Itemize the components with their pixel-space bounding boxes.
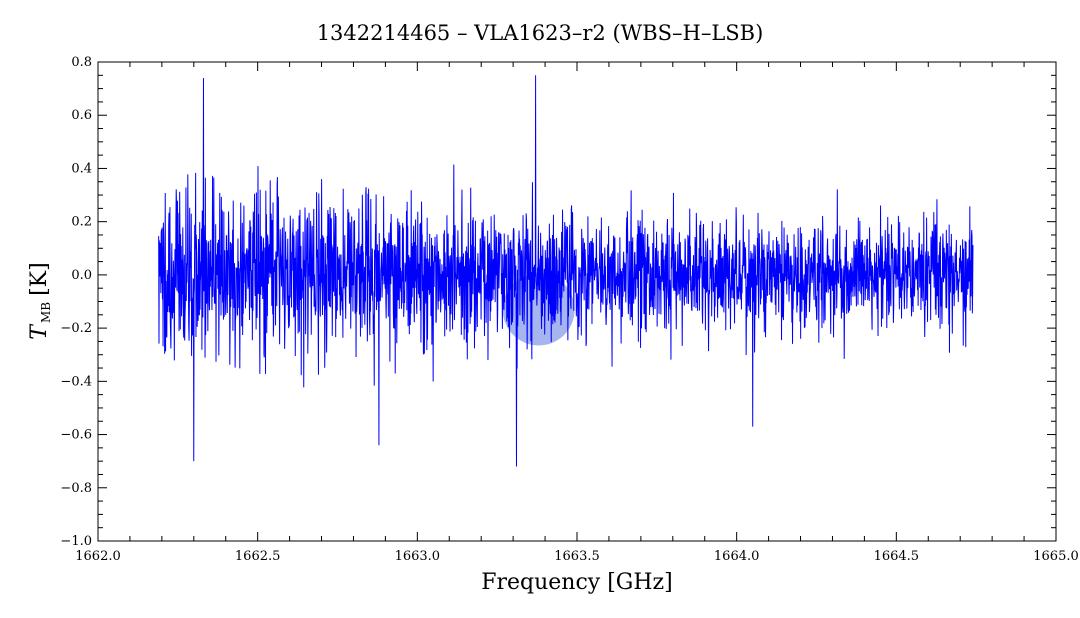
x-tick-label: 1662.5 [235,549,281,564]
y-tick-label: 0.2 [71,215,92,230]
spectrum-trace [158,75,974,467]
x-tick-label: 1662.0 [75,549,121,564]
x-tick-label: 1664.0 [714,549,760,564]
x-axis-ticks [97,62,1057,541]
x-axis-tick-labels: 1662.0 1662.5 1663.0 1663.5 1664.0 1664.5 1665… [75,549,1079,564]
y-tick-label: 0.4 [71,161,92,176]
y-tick-label: 0.8 [71,55,92,70]
y-axis-label: TMB [K] [27,262,53,339]
x-tick-label: 1663.5 [554,549,600,564]
y-tick-label: 0.0 [71,268,92,283]
y-tick-label: −0.6 [60,428,92,443]
x-tick-label: 1663.0 [395,549,441,564]
y-axis-ticks [98,61,1056,542]
y-axis-label-unit: [K] [27,262,52,296]
y-tick-label: −0.2 [60,321,92,336]
x-tick-label: 1665.0 [1033,549,1079,564]
y-tick-label: −0.8 [60,481,92,496]
x-tick-label: 1664.5 [874,549,920,564]
y-axis-tick-labels: −1.0 −0.8 −0.6 −0.4 −0.2 0.0 0.2 0.4 0.6 0.8 [60,55,92,549]
y-tick-label: −0.4 [60,374,92,389]
y-tick-label: 0.6 [71,108,92,123]
x-axis-label: Frequency [GHz] [481,570,673,595]
chart-title: 1342214465 – VLA1623–r2 (WBS–H–LSB) [317,21,764,45]
y-tick-label: −1.0 [60,534,92,549]
svg-text:TMB[K]: TMB [K] [27,262,53,339]
y-axis-label-main: T [27,323,52,340]
y-axis-label-sub: MB [39,302,53,323]
